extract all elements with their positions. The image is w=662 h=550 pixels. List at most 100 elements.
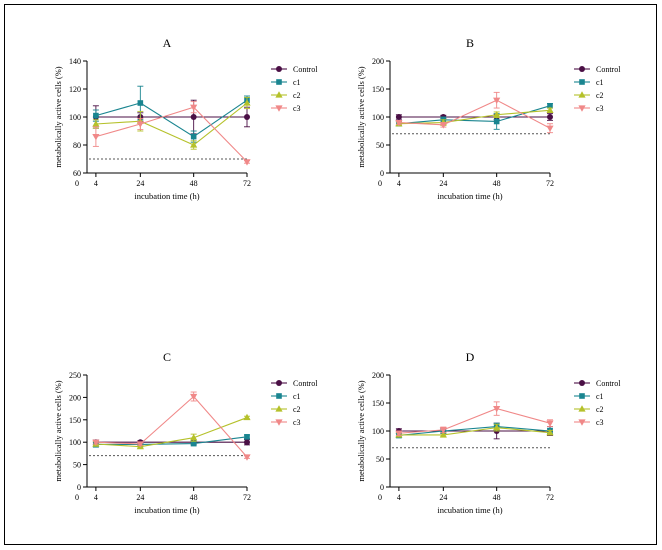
legend-entry-c1: c1 bbox=[293, 392, 301, 401]
legend-marker bbox=[579, 79, 585, 85]
x-tick-label: 72 bbox=[546, 179, 554, 188]
data-point bbox=[244, 439, 250, 446]
panel-title: A bbox=[163, 36, 172, 50]
legend-marker bbox=[275, 91, 283, 98]
data-point bbox=[439, 427, 447, 434]
legend-entry-c1: c1 bbox=[293, 78, 301, 87]
x-tick-label: 72 bbox=[243, 179, 251, 188]
data-point bbox=[493, 423, 501, 431]
series-line bbox=[95, 417, 248, 448]
series-line bbox=[398, 408, 551, 434]
series-line bbox=[95, 106, 248, 163]
data-point bbox=[190, 393, 198, 401]
legend-marker bbox=[276, 380, 282, 386]
x-axis-label: incubation time (h) bbox=[134, 505, 199, 515]
x-tick-label: 24 bbox=[136, 493, 144, 502]
data-point bbox=[190, 433, 198, 441]
series-line bbox=[95, 395, 248, 458]
x-tick-label: 0 bbox=[75, 179, 79, 188]
data-point bbox=[546, 428, 554, 436]
series-line bbox=[398, 427, 551, 436]
y-tick-label: 200 bbox=[69, 393, 81, 402]
x-tick-label: 4 bbox=[94, 179, 98, 188]
legend-marker bbox=[579, 380, 585, 386]
x-tick-label: 24 bbox=[136, 179, 144, 188]
panel-title: D bbox=[466, 350, 475, 364]
data-point bbox=[92, 120, 100, 127]
legend-marker bbox=[579, 66, 585, 72]
series-c3 bbox=[92, 101, 251, 166]
legend-marker bbox=[578, 419, 586, 426]
data-point bbox=[243, 159, 251, 166]
x-axis-label: incubation time (h) bbox=[437, 505, 502, 515]
series-line bbox=[95, 99, 248, 138]
x-tick-label: 0 bbox=[378, 493, 382, 502]
y-tick-label: 150 bbox=[69, 416, 81, 425]
series-c1 bbox=[395, 103, 553, 130]
y-axis-label: metabolically active cells (%) bbox=[356, 380, 366, 481]
panel-c: C 0 50 100 150 200 250 0 4 24 48 72 incubation time … bbox=[53, 350, 318, 515]
data-point bbox=[243, 99, 251, 106]
y-axis-label: metabolically active cells (%) bbox=[53, 66, 63, 167]
legend-entry-c2: c2 bbox=[596, 405, 604, 414]
data-point bbox=[546, 106, 554, 113]
data-point bbox=[190, 114, 197, 120]
y-tick-label: 50 bbox=[376, 141, 384, 150]
data-point bbox=[136, 441, 144, 448]
data-point bbox=[190, 104, 198, 111]
data-point bbox=[190, 141, 198, 148]
panel-b: B 0 50 100 150 200 0 4 24 48 72 incubation time (h)… bbox=[356, 36, 621, 201]
legend-marker bbox=[275, 419, 283, 426]
legend-entry-c3: c3 bbox=[293, 104, 301, 113]
legend-marker bbox=[275, 105, 283, 112]
data-point bbox=[546, 420, 554, 427]
y-tick-label: 150 bbox=[372, 399, 384, 408]
data-point bbox=[244, 434, 250, 440]
legend-entry-control: Control bbox=[293, 65, 318, 74]
y-tick-label: 60 bbox=[73, 169, 81, 178]
data-point bbox=[547, 103, 553, 109]
y-tick-label: 100 bbox=[372, 427, 384, 436]
y-tick-label: 80 bbox=[73, 141, 81, 150]
legend-marker bbox=[579, 393, 585, 399]
legend-entry-control: Control bbox=[596, 379, 621, 388]
series-line bbox=[95, 436, 248, 445]
y-tick-label: 100 bbox=[69, 438, 81, 447]
data-point bbox=[439, 431, 447, 438]
legend-marker bbox=[578, 91, 586, 98]
legend-entry-c3: c3 bbox=[293, 418, 301, 427]
legend-entry-control: Control bbox=[596, 65, 621, 74]
legend-marker bbox=[276, 393, 282, 399]
data-point bbox=[493, 118, 500, 125]
data-point bbox=[243, 413, 251, 421]
panel-a: A 60 80 100 120 140 0 4 24 48 72 incubation time (h… bbox=[53, 36, 318, 201]
y-tick-label: 50 bbox=[73, 461, 81, 470]
data-point bbox=[190, 440, 197, 447]
figure-canvas: A 60 80 100 120 140 0 4 24 48 72 incubation time (h… bbox=[53, 36, 621, 515]
series-line bbox=[398, 109, 551, 125]
y-tick-label: 120 bbox=[69, 85, 81, 94]
y-tick-label: 0 bbox=[380, 169, 384, 178]
x-axis-label: incubation time (h) bbox=[134, 191, 199, 201]
legend-entry-c2: c2 bbox=[293, 405, 301, 414]
x-tick-label: 72 bbox=[243, 493, 251, 502]
legend-entry-c1: c1 bbox=[596, 78, 604, 87]
data-point bbox=[136, 121, 144, 128]
y-tick-label: 200 bbox=[372, 371, 384, 380]
legend-marker bbox=[276, 66, 282, 72]
x-tick-label: 24 bbox=[439, 179, 447, 188]
y-tick-label: 0 bbox=[77, 483, 81, 492]
x-tick-label: 72 bbox=[546, 493, 554, 502]
y-tick-label: 0 bbox=[380, 483, 384, 492]
legend-marker bbox=[275, 405, 283, 412]
x-tick-label: 48 bbox=[493, 179, 501, 188]
data-point bbox=[395, 430, 403, 438]
x-tick-label: 48 bbox=[190, 493, 198, 502]
legend-marker bbox=[578, 405, 586, 412]
x-axis-label: incubation time (h) bbox=[437, 191, 502, 201]
legend-entry-c2: c2 bbox=[596, 91, 604, 100]
legend-entry-control: Control bbox=[293, 379, 318, 388]
data-point bbox=[395, 120, 403, 127]
series-line bbox=[95, 102, 248, 146]
legend: Control c1 c2 c3 bbox=[574, 65, 621, 113]
